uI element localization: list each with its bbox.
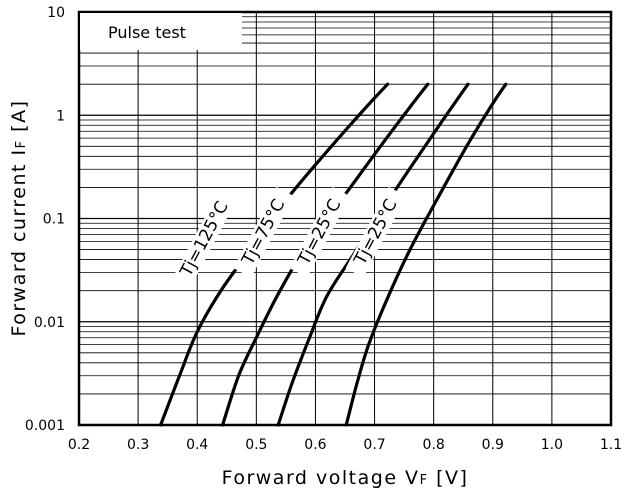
series-label-text: Tj=25°C [294, 196, 346, 269]
series-label-text: Tj=25°C [350, 196, 402, 269]
series-label: Tj=25°C [345, 186, 407, 278]
series-label-text: Tj=75°C [238, 196, 290, 269]
annotation-text: Pulse test [108, 23, 186, 42]
y-tick-label: 0.1 [43, 212, 65, 228]
y-tick-label: 0.001 [25, 418, 65, 434]
series-label-background [174, 193, 236, 285]
x-axis-label: Forward voltage VF [V] [222, 467, 469, 489]
y-axis-label: Forward current IF [A] [8, 100, 30, 337]
series-label: Tj=75°C [233, 186, 295, 278]
x-tick-label: 0.7 [363, 437, 385, 453]
series-label-background [345, 186, 407, 278]
annotation-box: Pulse test [80, 13, 242, 50]
plot-frame [77, 10, 613, 427]
y-tick-label: 10 [47, 5, 65, 21]
annotation-background [80, 13, 242, 50]
x-tick-label: 1.0 [541, 437, 563, 453]
series-label-text: Tj=125°C [176, 198, 233, 281]
y-tick-label: 1 [56, 108, 65, 124]
x-tick-label: 1.1 [600, 437, 622, 453]
minor-gridlines [79, 16, 611, 395]
series-label-background [233, 186, 295, 278]
x-tick-label: 0.6 [304, 437, 326, 453]
x-tick-label: 0.4 [186, 437, 208, 453]
x-tick-label: 0.5 [245, 437, 267, 453]
series-label: Tj=25°C [289, 186, 351, 278]
x-tick-label: 0.8 [423, 437, 445, 453]
series-lines [159, 82, 508, 427]
x-tick-label: 0.9 [482, 437, 504, 453]
series-line [344, 82, 508, 427]
y-tick-label: 0.01 [34, 315, 65, 331]
series-label: Tj=125°C [174, 193, 236, 285]
x-tick-label: 0.3 [127, 437, 149, 453]
series-label-background [289, 186, 351, 278]
x-tick-label: 0.2 [68, 437, 90, 453]
y-tick-labels: 0.001 0.01 0.1 1 10 [25, 5, 65, 434]
x-tick-labels: 0.2 0.3 0.4 0.5 0.6 0.7 0.8 0.9 1.0 1.1 [68, 437, 622, 453]
